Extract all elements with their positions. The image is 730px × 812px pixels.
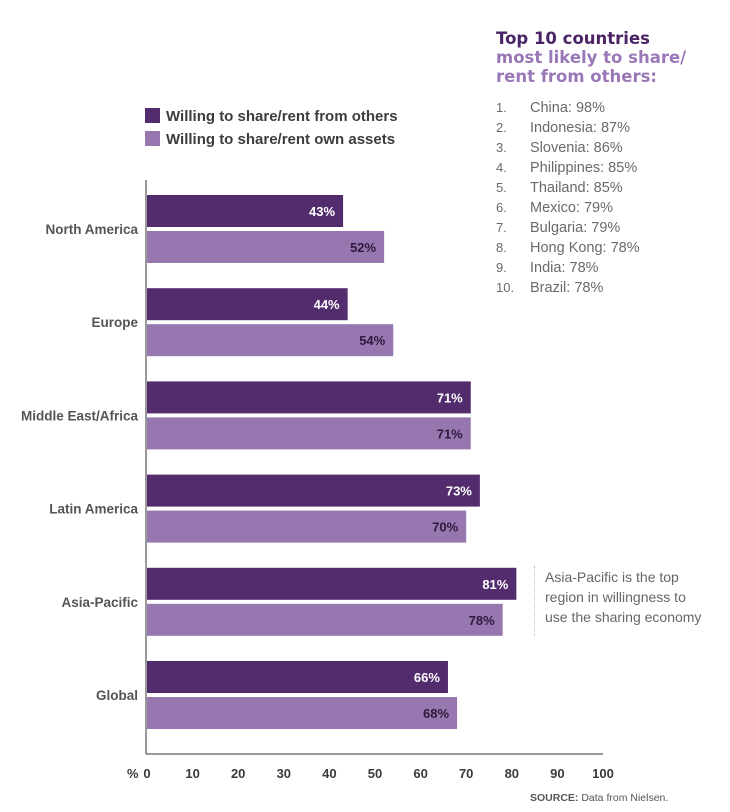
bar-europe-share-from-others xyxy=(147,288,348,321)
list-item-rank: 10. xyxy=(496,280,515,295)
list-item-text: Philippines: 85% xyxy=(530,160,638,176)
bar-label-global-own-assets: 68% xyxy=(423,706,449,721)
legend-swatch-own-assets xyxy=(145,131,160,146)
list-item-text: Hong Kong: 78% xyxy=(530,240,640,256)
bars-layer: 43% 52% 44% 54% 71% 71% 73% 70% 81% 78% 66% 68% xyxy=(147,195,517,729)
source-note: SOURCE: Data from Nielsen. xyxy=(530,792,668,804)
top-countries-title: Top 10 countries most likely to share/ r… xyxy=(496,29,726,86)
bar-north-america-share-from-others xyxy=(147,195,344,227)
list-item: 8. Hong Kong: 78% xyxy=(496,238,726,258)
x-tick-label-60: 60 xyxy=(413,766,427,781)
x-axis-ticks: 0 10 20 30 40 50 60 70 80 90 100 xyxy=(143,766,613,781)
bar-label-europe-own-assets: 54% xyxy=(359,333,385,348)
list-item: 1. China: 98% xyxy=(496,98,726,118)
top-countries-title-line3: rent from others: xyxy=(496,67,658,86)
bar-label-middle-east-africa-share-from-others: 71% xyxy=(437,390,463,405)
bar-europe-own-assets xyxy=(147,324,394,357)
top-countries-title-line2: most likely to share/ xyxy=(496,48,687,67)
list-item-text: Slovenia: 86% xyxy=(530,140,623,156)
category-label-latin-america: Latin America xyxy=(49,502,138,517)
list-item: 9. India: 78% xyxy=(496,258,726,278)
asia-pacific-annotation: Asia-Pacific is the top region in willin… xyxy=(534,566,730,636)
category-label-middle-east-africa: Middle East/Africa xyxy=(21,408,139,423)
annotation-line3: use the sharing economy xyxy=(545,609,702,625)
top-countries-title-line1: Top 10 countries xyxy=(496,29,650,48)
top-countries-panel: Top 10 countries most likely to share/ r… xyxy=(496,29,726,298)
bar-asia-pacific-own-assets xyxy=(147,603,503,636)
x-tick-label-40: 40 xyxy=(322,766,336,781)
list-item-rank: 5. xyxy=(496,180,507,195)
list-item-text: China: 98% xyxy=(530,100,605,116)
list-item-rank: 7. xyxy=(496,220,507,235)
list-item-rank: 6. xyxy=(496,200,507,215)
bar-label-latin-america-share-from-others: 73% xyxy=(446,484,472,499)
list-item-text: India: 78% xyxy=(530,260,599,276)
bar-global-own-assets xyxy=(147,697,458,729)
list-item: 2. Indonesia: 87% xyxy=(496,118,726,138)
source-label: SOURCE: xyxy=(530,792,579,804)
list-item-text: Mexico: 79% xyxy=(530,200,614,216)
bar-global-share-from-others xyxy=(147,661,448,693)
x-tick-label-30: 30 xyxy=(277,766,291,781)
list-item-rank: 1. xyxy=(496,100,507,115)
bar-latin-america-own-assets xyxy=(147,510,467,543)
x-axis-unit-label: % xyxy=(127,766,139,781)
list-item-text: Bulgaria: 79% xyxy=(530,220,621,236)
list-item-text: Indonesia: 87% xyxy=(530,120,630,136)
category-labels: North America Europe Middle East/Africa Lat… xyxy=(21,222,139,703)
list-item: 4. Philippines: 85% xyxy=(496,158,726,178)
bar-label-north-america-share-from-others: 43% xyxy=(309,204,335,219)
list-item: 3. Slovenia: 86% xyxy=(496,138,726,158)
x-tick-label-20: 20 xyxy=(231,766,245,781)
source-text: Data from Nielsen. xyxy=(581,792,669,804)
bar-north-america-own-assets xyxy=(147,231,385,263)
bar-middle-east-africa-share-from-others xyxy=(147,381,471,414)
list-item-text: Thailand: 85% xyxy=(530,180,623,196)
category-label-north-america: North America xyxy=(45,222,138,237)
x-tick-label-10: 10 xyxy=(185,766,199,781)
list-item-text: Brazil: 78% xyxy=(530,280,604,296)
list-item-rank: 4. xyxy=(496,160,507,175)
bar-label-europe-share-from-others: 44% xyxy=(314,297,340,312)
legend-swatch-share-from-others xyxy=(145,108,160,123)
top-countries-list: 1. China: 98% 2. Indonesia: 87% 3. Slovenia… xyxy=(496,98,726,298)
bar-label-latin-america-own-assets: 70% xyxy=(432,520,458,535)
list-item: 5. Thailand: 85% xyxy=(496,178,726,198)
bar-asia-pacific-share-from-others xyxy=(147,567,517,600)
bar-middle-east-africa-own-assets xyxy=(147,417,471,450)
category-label-asia-pacific: Asia-Pacific xyxy=(61,595,138,610)
x-tick-label-0: 0 xyxy=(143,766,150,781)
list-item: 6. Mexico: 79% xyxy=(496,198,726,218)
annotation-line1: Asia-Pacific is the top xyxy=(545,569,679,585)
x-tick-label-70: 70 xyxy=(459,766,473,781)
category-label-europe: Europe xyxy=(91,315,138,330)
x-tick-label-50: 50 xyxy=(368,766,382,781)
bar-label-asia-pacific-share-from-others: 81% xyxy=(482,577,508,592)
legend-label-share-from-others: Willing to share/rent from others xyxy=(166,108,398,125)
bar-label-global-share-from-others: 66% xyxy=(414,670,440,685)
legend: Willing to share/rent from others Willin… xyxy=(145,108,398,148)
list-item-rank: 8. xyxy=(496,240,507,255)
list-item-rank: 9. xyxy=(496,260,507,275)
x-tick-label-90: 90 xyxy=(550,766,564,781)
legend-label-own-assets: Willing to share/rent own assets xyxy=(166,131,395,148)
list-item: 7. Bulgaria: 79% xyxy=(496,218,726,238)
list-item-rank: 2. xyxy=(496,120,507,135)
list-item: 10. Brazil: 78% xyxy=(496,278,726,298)
bar-label-north-america-own-assets: 52% xyxy=(350,240,376,255)
category-label-global: Global xyxy=(96,688,138,703)
x-tick-label-100: 100 xyxy=(592,766,614,781)
bar-label-asia-pacific-own-assets: 78% xyxy=(469,613,495,628)
annotation-line2: region in willingness to xyxy=(545,589,686,605)
list-item-rank: 3. xyxy=(496,140,507,155)
bar-latin-america-share-from-others xyxy=(147,474,480,507)
x-tick-label-80: 80 xyxy=(505,766,519,781)
bar-label-middle-east-africa-own-assets: 71% xyxy=(437,426,463,441)
